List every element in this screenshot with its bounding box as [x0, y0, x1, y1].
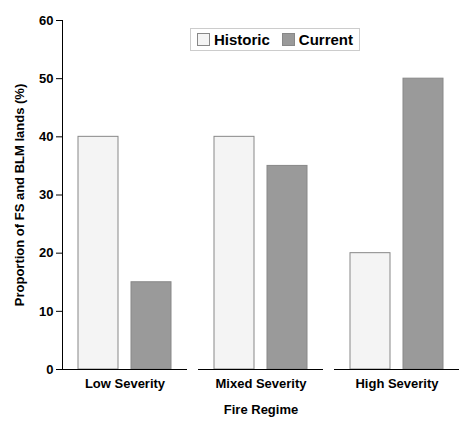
svg-text:60: 60: [39, 13, 53, 28]
svg-text:Fire Regime: Fire Regime: [224, 402, 298, 417]
svg-text:50: 50: [39, 71, 53, 86]
svg-text:High Severity: High Severity: [355, 376, 439, 391]
svg-text:Low Severity: Low Severity: [85, 376, 166, 391]
svg-text:40: 40: [39, 129, 53, 144]
svg-text:Proportion of FS and BLM lands: Proportion of FS and BLM lands (%): [12, 84, 27, 306]
svg-text:Mixed Severity: Mixed Severity: [215, 376, 307, 391]
html-text:Historic: Historic: [214, 31, 270, 48]
svg-text:30: 30: [39, 187, 53, 202]
svg-text:10: 10: [39, 303, 53, 318]
svg-text:20: 20: [39, 245, 53, 260]
svg-text:0: 0: [46, 362, 53, 377]
html-text:Current: Current: [298, 31, 353, 48]
